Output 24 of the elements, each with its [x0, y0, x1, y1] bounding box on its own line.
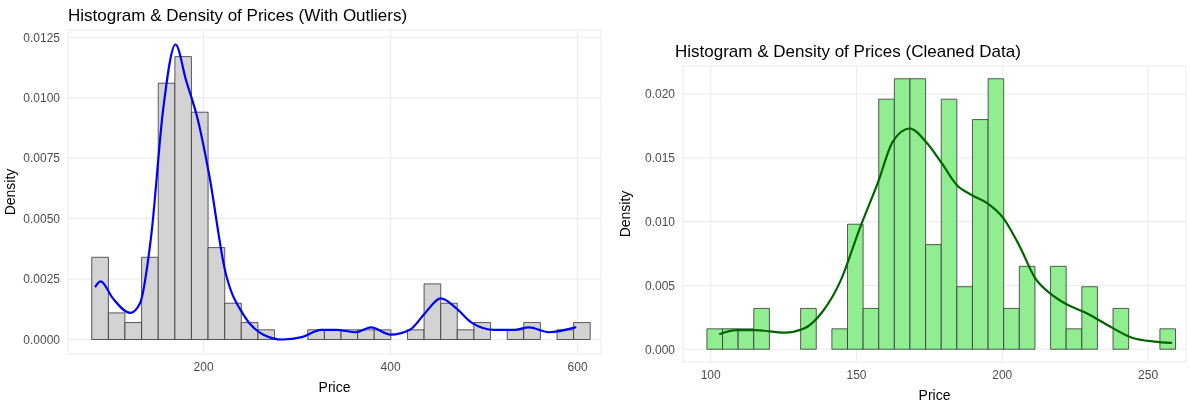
x-tick-label: 200 [193, 359, 214, 374]
x-axis-title: Price [318, 379, 351, 395]
y-tick-label: 0.0075 [23, 151, 61, 166]
y-tick-label: 0.0050 [23, 211, 61, 226]
y-tick-label: 0.0000 [23, 332, 61, 347]
y-axis-title: Density [1, 168, 18, 216]
y-tick-label: 0.0100 [23, 90, 61, 105]
y-tick-label: 0.015 [644, 151, 676, 166]
chart-title: Histogram & Density of Prices (Cleaned Data) [675, 42, 1021, 62]
x-tick-label: 150 [846, 367, 867, 382]
y-tick-label: 0.000 [644, 342, 676, 357]
y-tick-label: 0.0125 [23, 30, 61, 45]
y-tick-label: 0.010 [644, 214, 676, 229]
y-tick-label: 0.0025 [23, 272, 61, 287]
x-tick-label: 100 [700, 367, 722, 382]
x-tick-label: 400 [380, 359, 401, 374]
x-axis-title: Price [918, 387, 951, 403]
y-tick-label: 0.020 [644, 87, 676, 102]
x-tick-label: 200 [992, 367, 1013, 382]
y-axis-title: Density [616, 190, 633, 238]
chart-title: Histogram & Density of Prices (With Outliers) [68, 6, 408, 26]
x-tick-label: 600 [567, 359, 588, 374]
y-tick-label: 0.005 [644, 278, 676, 293]
x-tick-label: 250 [1138, 367, 1159, 382]
